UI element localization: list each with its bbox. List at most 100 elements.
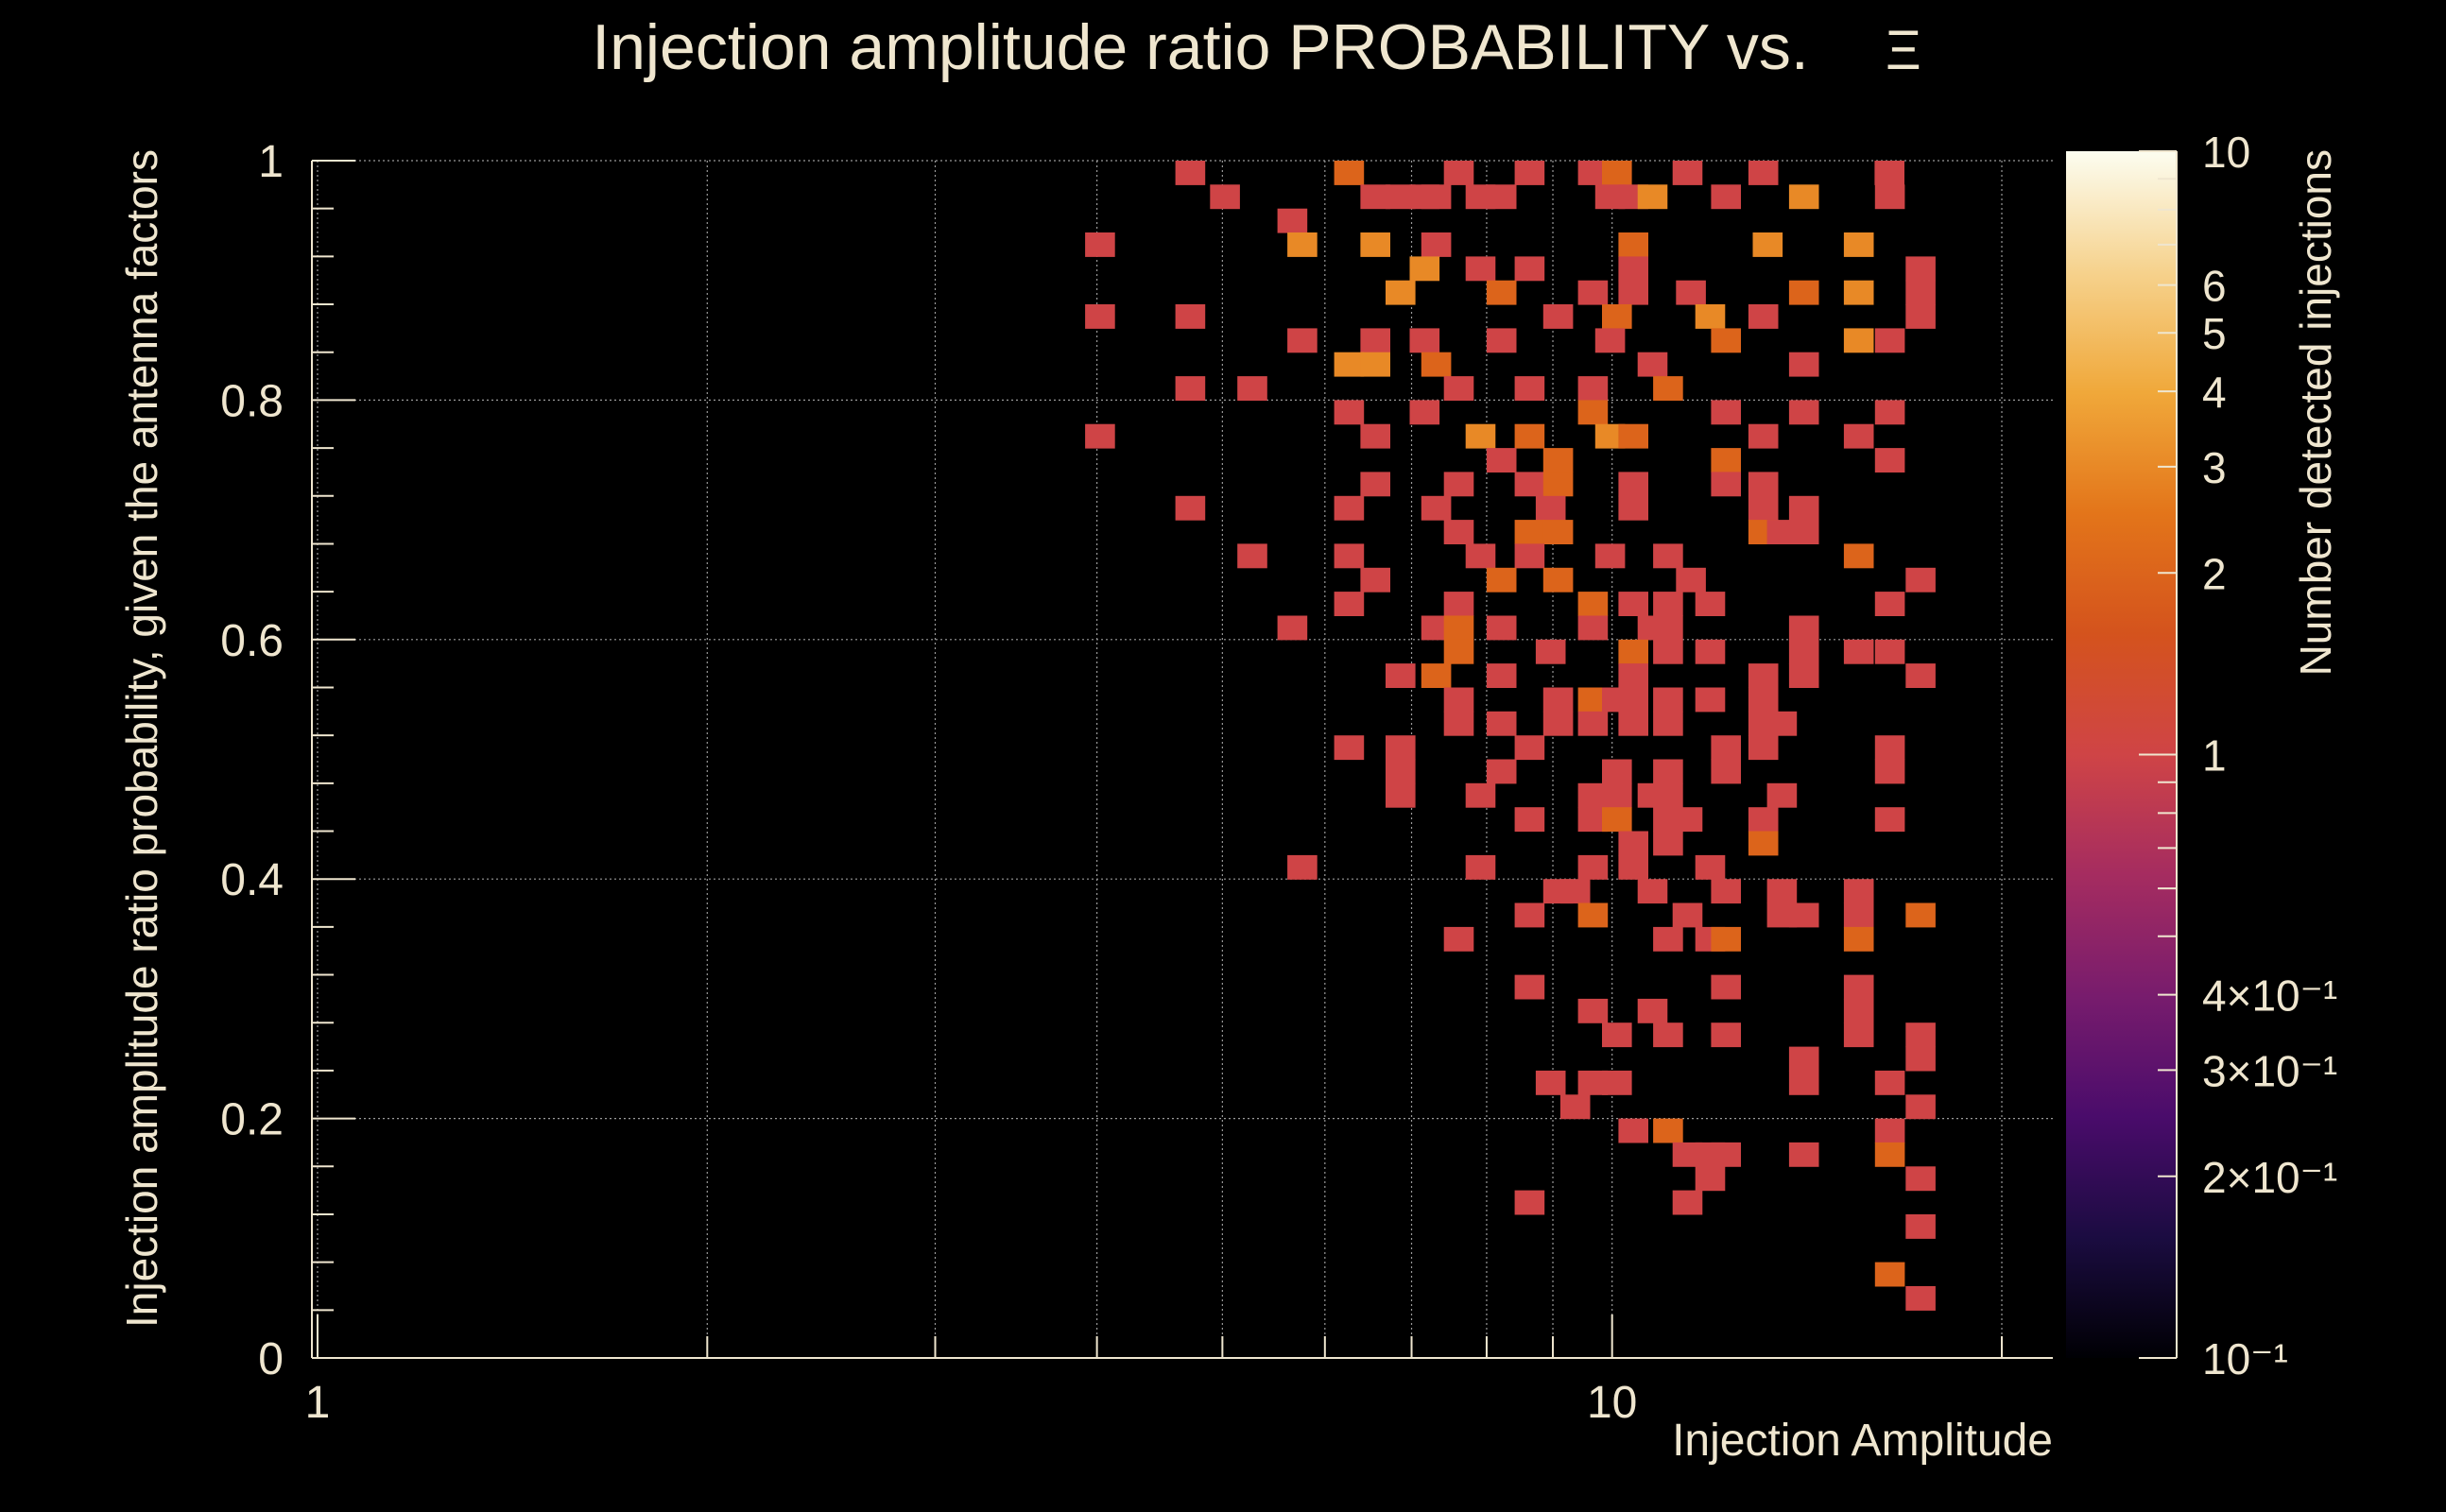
z-tick-label: 10⁻¹ (2202, 1334, 2288, 1383)
heatmap-cell (1653, 711, 1683, 736)
heatmap-cell (1210, 184, 1240, 210)
heatmap-cell (1637, 352, 1668, 377)
heatmap-cell (1542, 472, 1574, 497)
heatmap-cell (1672, 902, 1703, 928)
heatmap-cell (1905, 304, 1936, 329)
heatmap-cell (1577, 280, 1609, 305)
x-axis-label: Injection Amplitude (1672, 1416, 2053, 1466)
y-tick-label: 0.2 (220, 1095, 284, 1145)
y-axis-label: Injection amplitude ratio probability, g… (117, 149, 166, 1328)
heatmap-cell (1653, 782, 1683, 808)
heatmap-cell (1711, 1142, 1741, 1167)
heatmap-cell (1676, 280, 1706, 305)
heatmap-cell (1874, 1142, 1905, 1167)
heatmap-cell (1514, 472, 1545, 497)
heatmap-cell (1577, 998, 1609, 1023)
axes-layer: 0 0.2 0.4 0.6 0.8 1 1 10 (220, 137, 2053, 1428)
heatmap-cell (1287, 854, 1318, 880)
heatmap-cell (1602, 807, 1632, 833)
heatmap-cell (1277, 208, 1308, 233)
heatmap-cell (1237, 376, 1267, 401)
heatmap-cell (1486, 711, 1517, 736)
heatmap-cell (1748, 304, 1779, 329)
heatmap-cell (1618, 831, 1648, 856)
z-tick-label: 4×10⁻¹ (2202, 971, 2337, 1021)
heatmap-cell (1618, 639, 1648, 664)
heatmap-cell (1788, 1046, 1819, 1072)
heatmap-cell (1514, 543, 1545, 569)
heatmap-cell (1766, 782, 1798, 808)
heatmap-cell (1618, 280, 1648, 305)
heatmap-cell (1618, 423, 1648, 449)
heatmap-cell (1514, 520, 1545, 544)
heatmap-cell (1085, 232, 1115, 257)
heatmap-cell (1618, 232, 1648, 257)
heatmap-cell (1421, 184, 1452, 210)
heatmap-cell (1653, 831, 1683, 856)
heatmap-cell (1874, 400, 1905, 425)
heatmap-cell (1618, 472, 1648, 497)
heatmap-cell (1618, 854, 1648, 880)
heatmap-cell (1711, 448, 1741, 472)
heatmap-cell (1618, 1118, 1648, 1143)
grid-layer (312, 160, 2053, 1359)
heatmap-cell (1905, 1286, 1936, 1311)
heatmap-cell (1618, 687, 1648, 713)
y-tick-label: 0 (258, 1334, 284, 1384)
heatmap-cell (1542, 687, 1574, 713)
heatmap-cell (1465, 854, 1496, 880)
heatmap-cell (1443, 592, 1474, 616)
x-tick-label: 1 (305, 1378, 331, 1428)
heatmap-cell (1602, 304, 1632, 329)
heatmap-cell (1514, 735, 1545, 761)
heatmap-cell (1577, 376, 1609, 401)
heatmap-cell (1874, 759, 1905, 784)
heatmap-cell (1843, 998, 1874, 1023)
heatmap-cell (1874, 735, 1905, 761)
heatmap-cell (1360, 472, 1390, 497)
heatmap-cell (1676, 567, 1706, 593)
heatmap-cell (1287, 232, 1318, 257)
heatmap-cell (1695, 592, 1726, 616)
heatmap-cell (1843, 423, 1874, 449)
heatmap-cell (1748, 423, 1779, 449)
heatmap-cell (1602, 759, 1632, 784)
heatmap-cell (1788, 400, 1819, 425)
heatmap-cell (1386, 663, 1416, 688)
heatmap-cell (1843, 543, 1874, 569)
heatmap-cell (1788, 352, 1819, 377)
heatmap-cell (1409, 328, 1440, 353)
heatmap-cell (1334, 543, 1365, 569)
heatmap-cell (1711, 400, 1741, 425)
heatmap-cell (1788, 663, 1819, 688)
heatmap-cell (1535, 495, 1566, 521)
heatmap-cell (1672, 1190, 1703, 1215)
heatmap-cell (1788, 902, 1819, 928)
heatmap-cell (1514, 256, 1545, 282)
heatmap-cell (1514, 974, 1545, 1000)
heatmap-cell (1874, 639, 1905, 664)
heatmap-cell (1748, 495, 1779, 521)
heatmap-cell (1788, 280, 1819, 305)
heatmap-cell (1360, 567, 1390, 593)
heatmap-cell (1788, 520, 1819, 544)
y-tick-label: 0.6 (220, 616, 284, 666)
heatmap-cell (1788, 1070, 1819, 1095)
heatmap-cell (1905, 256, 1936, 282)
heatmap-cell (1486, 448, 1517, 472)
heatmap-cell (1602, 161, 1632, 185)
heatmap-cell (1085, 423, 1115, 449)
heatmap-cell (1559, 1094, 1591, 1120)
z-tick-label: 4 (2202, 368, 2227, 417)
z-tick-label: 2 (2202, 549, 2227, 598)
heatmap-cell (1486, 184, 1517, 210)
heatmap-cell (1465, 543, 1496, 569)
heatmap-cell (1695, 1166, 1726, 1192)
heatmap-cell (1602, 1070, 1632, 1095)
heatmap-cell (1386, 759, 1416, 784)
heatmap-cell (1577, 902, 1609, 928)
heatmap-cell (1653, 1022, 1683, 1048)
heatmap-cell (1874, 592, 1905, 616)
heatmap-cells (1085, 161, 1936, 1311)
heatmap-cell (1874, 448, 1905, 472)
